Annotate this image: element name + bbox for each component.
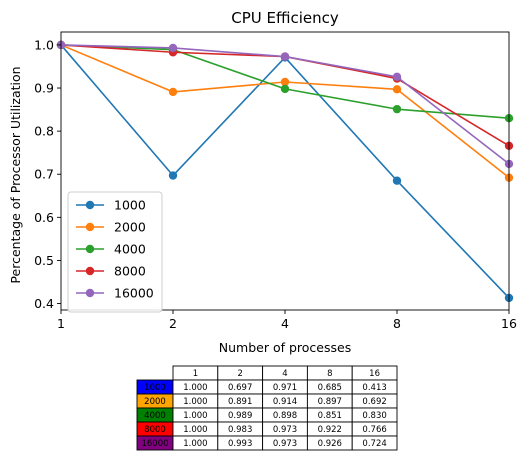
x-axis-label: Number of processes — [219, 340, 351, 355]
table-row-label: 4000 — [144, 411, 166, 421]
y-tick-label: 0.8 — [34, 124, 54, 139]
table-cell-value: 0.926 — [318, 439, 342, 449]
table-cell-value: 0.973 — [273, 425, 297, 435]
table-row-label: 1000 — [144, 383, 166, 393]
table-cell-value: 1.000 — [183, 425, 207, 435]
x-tick-label: 8 — [393, 316, 401, 331]
x-tick-label: 2 — [169, 316, 177, 331]
table-cell-value: 0.993 — [228, 439, 252, 449]
table-cell-value: 0.692 — [362, 397, 386, 407]
legend-box — [67, 191, 163, 313]
table-row-label: 16000 — [141, 439, 168, 449]
data-point-16000-4 — [280, 52, 290, 61]
series-layer — [56, 40, 514, 303]
table-row-label: 2000 — [144, 397, 166, 407]
table-cell-value: 0.897 — [318, 397, 342, 407]
table-cell-value: 0.973 — [273, 439, 297, 449]
y-tick-label: 0.6 — [34, 210, 54, 225]
data-point-16000-2 — [168, 43, 178, 53]
legend-label-1000: 1000 — [114, 198, 146, 213]
data-point-4000-8 — [392, 104, 402, 114]
x-tick-label: 1 — [57, 316, 65, 331]
table-cell-value: 1.000 — [183, 383, 207, 393]
table-cell-value: 0.922 — [318, 425, 342, 435]
table-cell-value: 0.971 — [273, 383, 297, 393]
legend: 1000 2000 4000 8000 16000 — [67, 191, 163, 313]
table-cell — [351, 435, 398, 451]
y-tick-label: 0.9 — [34, 81, 54, 96]
table-column-header: 2 — [237, 369, 242, 379]
table-cell-value: 0.914 — [273, 397, 297, 407]
data-table: 1 2 4 8 16 1000 1.000 0.697 0.971 0.685 0.413 2000 1… — [136, 365, 398, 451]
x-tick-label: 16 — [501, 316, 517, 331]
table-column-header: 4 — [282, 369, 287, 379]
data-point-2000-8 — [392, 85, 402, 94]
data-point-4000-4 — [280, 84, 290, 94]
legend-marker-4000 — [85, 244, 95, 254]
legend-marker-16000 — [85, 288, 95, 298]
table-column-header: 16 — [369, 369, 380, 379]
series-line-16000 — [60, 44, 510, 165]
legend-marker-8000 — [85, 266, 95, 276]
legend-label-4000: 4000 — [114, 242, 146, 257]
legend-label-2000: 2000 — [114, 220, 146, 235]
y-tick-label: 1.0 — [34, 37, 54, 52]
data-point-2000-2 — [168, 87, 178, 97]
table-cell-value: 0.830 — [362, 411, 386, 421]
y-tick-label: 0.7 — [34, 167, 54, 182]
table-cell-value: 0.413 — [362, 383, 386, 393]
legend-marker-1000 — [85, 200, 95, 210]
y-tick-label: 0.5 — [34, 253, 54, 268]
chart-title: CPU Efficiency — [231, 9, 339, 27]
y-tick-label: 0.4 — [34, 296, 54, 311]
table-cell-value: 0.851 — [318, 411, 342, 421]
table-cell-value: 1.000 — [183, 411, 207, 421]
axes-layer: 1 2 4 8 16 0.4 0.5 0.6 0.7 0.8 0.9 1.0 — [34, 31, 517, 331]
table-cell-value: 0.891 — [228, 397, 252, 407]
table-cell-value: 1.000 — [183, 439, 207, 449]
table-column-header: 8 — [327, 369, 332, 379]
table-cell-value: 0.724 — [362, 439, 386, 449]
table-cell-value: 0.685 — [318, 383, 342, 393]
table-row-label: 8000 — [144, 425, 166, 435]
table-cell-value: 0.898 — [273, 411, 297, 421]
x-tick-label: 4 — [281, 316, 289, 331]
table-cell-value: 0.697 — [228, 383, 252, 393]
data-point-1000-8 — [392, 176, 402, 185]
data-point-1000-2 — [168, 171, 178, 180]
legend-label-16000: 16000 — [114, 286, 154, 301]
table-column-header: 1 — [193, 369, 198, 379]
table-cell-value: 1.000 — [183, 397, 207, 407]
y-axis-label: Percentage of Processor Utilization — [8, 66, 23, 283]
data-point-16000-8 — [392, 72, 402, 82]
data-point-2000-4 — [280, 77, 290, 87]
legend-label-8000: 8000 — [114, 264, 146, 279]
table-cell-value: 0.766 — [362, 425, 386, 435]
legend-marker-2000 — [85, 222, 95, 232]
table-cell-value: 0.983 — [228, 425, 252, 435]
table-cell-value: 0.989 — [228, 411, 252, 421]
